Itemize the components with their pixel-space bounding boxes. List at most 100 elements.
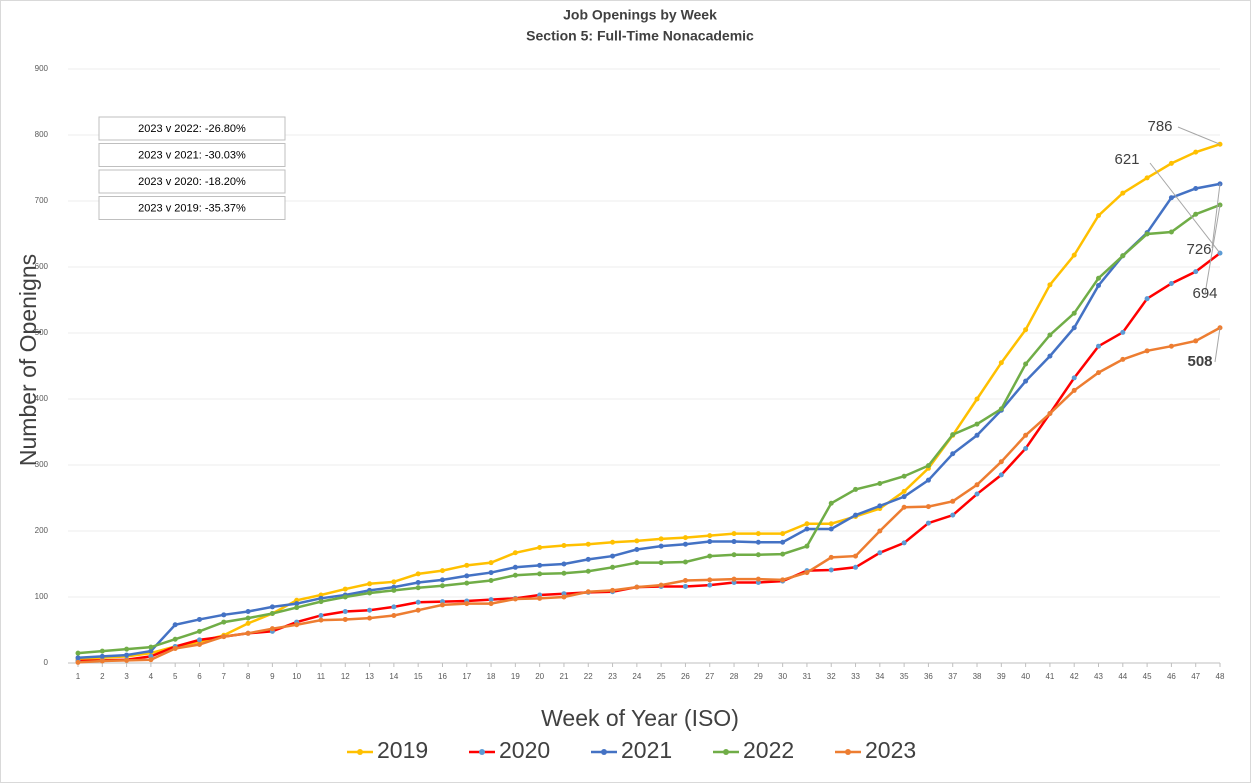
x-tick-label: 28 — [730, 672, 739, 681]
chart-title: Job Openings by Week — [563, 7, 717, 23]
data-point — [561, 561, 567, 567]
data-point — [488, 578, 494, 583]
leader-line — [1214, 327, 1221, 363]
data-point — [901, 494, 907, 500]
data-point — [439, 602, 445, 608]
data-point — [561, 594, 567, 600]
annotation: 2023 v 2022: -26.80% — [138, 123, 246, 135]
data-point — [682, 578, 688, 583]
data-point — [634, 584, 640, 590]
data-point — [780, 577, 786, 583]
data-point — [1120, 190, 1126, 196]
data-point — [148, 644, 154, 650]
annotation: 2023 v 2019: -35.37% — [138, 202, 246, 214]
data-point — [1193, 149, 1199, 155]
data-point — [925, 463, 931, 469]
legend-marker — [845, 749, 851, 755]
x-tick-label: 18 — [487, 672, 496, 681]
data-point — [998, 360, 1004, 366]
data-point — [707, 533, 713, 539]
data-point — [124, 652, 130, 658]
data-point — [99, 653, 105, 659]
data-point — [974, 396, 980, 402]
x-tick-label: 6 — [197, 672, 202, 681]
data-point — [245, 620, 251, 626]
data-point — [877, 480, 883, 486]
data-point — [585, 556, 591, 562]
x-tick-label: 30 — [778, 672, 787, 681]
x-tick-label: 12 — [341, 672, 350, 681]
y-tick-label: 100 — [35, 592, 49, 601]
data-point — [634, 538, 640, 544]
data-point — [294, 605, 300, 611]
data-point — [828, 500, 834, 506]
x-tick-label: 24 — [632, 672, 641, 681]
data-point — [415, 607, 421, 613]
data-point — [828, 567, 834, 573]
data-point — [1071, 310, 1077, 316]
data-point — [172, 645, 178, 651]
data-point — [755, 576, 761, 582]
legend-marker — [479, 749, 485, 755]
data-point — [877, 528, 883, 534]
leader-line — [1204, 204, 1221, 295]
x-tick-label: 43 — [1094, 672, 1103, 681]
data-point — [512, 564, 518, 570]
data-point — [196, 637, 202, 643]
x-tick-label: 19 — [511, 672, 520, 681]
x-tick-label: 35 — [900, 672, 909, 681]
data-point — [707, 539, 713, 545]
data-point — [75, 659, 81, 665]
data-point — [1023, 378, 1029, 384]
data-point — [1144, 175, 1150, 181]
data-point — [415, 599, 421, 605]
data-point — [1023, 446, 1029, 451]
data-point — [1168, 343, 1174, 349]
legend-marker — [601, 749, 607, 755]
data-point — [853, 553, 859, 559]
data-point — [415, 579, 421, 585]
series-line — [77, 182, 1221, 659]
data-point — [585, 589, 591, 595]
data-point — [780, 539, 786, 545]
data-point — [925, 520, 931, 526]
data-point — [318, 617, 324, 623]
data-point — [1071, 387, 1077, 393]
data-point — [318, 612, 324, 618]
legend-label: 2019 — [377, 737, 428, 763]
data-point — [269, 604, 275, 610]
x-tick-label: 13 — [365, 672, 374, 681]
data-point — [367, 607, 373, 613]
end-label: 694 — [1192, 285, 1217, 302]
data-point — [1047, 353, 1053, 359]
data-point — [950, 451, 956, 457]
data-point — [172, 622, 178, 628]
legend-label: 2022 — [743, 737, 794, 763]
data-point — [221, 619, 227, 625]
y-tick-label: 200 — [35, 526, 49, 535]
data-point — [488, 597, 494, 603]
x-tick-label: 10 — [292, 672, 301, 681]
data-point — [439, 583, 445, 589]
x-tick-label: 5 — [173, 672, 178, 681]
data-point — [196, 616, 202, 622]
x-tick-label: 45 — [1143, 672, 1152, 681]
data-point — [342, 616, 348, 622]
data-point — [439, 577, 445, 583]
data-point — [925, 504, 931, 510]
leader-line — [1149, 162, 1221, 254]
x-tick-label: 3 — [124, 672, 129, 681]
x-tick-label: 42 — [1070, 672, 1079, 681]
data-point — [75, 655, 81, 661]
leader-line — [1211, 183, 1221, 249]
data-point — [1193, 269, 1199, 275]
data-point — [1023, 361, 1029, 367]
data-point — [245, 615, 251, 621]
data-point — [561, 543, 567, 549]
data-point — [342, 609, 348, 615]
data-point — [853, 564, 859, 570]
data-point — [877, 503, 883, 509]
data-point — [1120, 329, 1126, 335]
x-tick-label: 14 — [389, 672, 398, 681]
data-point — [974, 491, 980, 497]
